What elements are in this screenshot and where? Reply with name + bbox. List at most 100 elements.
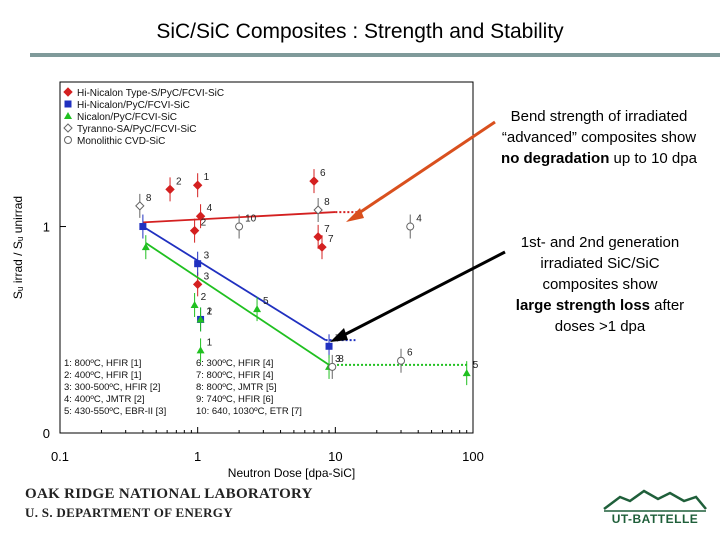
point-label: 2 bbox=[207, 306, 213, 317]
annotation-top-line1: Bend strength of irradiated bbox=[510, 108, 688, 125]
arrow-bottom-head bbox=[330, 328, 348, 342]
condition-key-item: 4: 400ºC, JMTR [2] bbox=[64, 394, 145, 405]
condition-key-item: 6: 300ºC, HFIR [4] bbox=[196, 358, 273, 369]
data-point bbox=[194, 260, 202, 268]
arrow-top-head bbox=[346, 208, 364, 222]
data-point bbox=[313, 205, 323, 215]
point-label: 3 bbox=[335, 354, 341, 365]
condition-key-item: 9: 740ºC, HFIR [6] bbox=[196, 394, 273, 405]
trend-line bbox=[145, 242, 330, 366]
y-tick-label: 0 bbox=[43, 426, 50, 441]
legend-marker bbox=[64, 112, 72, 119]
annotation-top-line2: “advanced” composites show bbox=[501, 129, 697, 146]
point-label: 2 bbox=[201, 292, 207, 303]
annotation-bottom-line4: large strength loss after bbox=[490, 295, 710, 316]
point-label: 2 bbox=[201, 218, 207, 229]
data-point bbox=[165, 184, 175, 195]
condition-key-item: 7: 800ºC, HFIR [4] bbox=[196, 370, 273, 381]
point-label: 5 bbox=[473, 360, 479, 371]
point-label: 1 bbox=[207, 306, 213, 317]
point-label: 2 bbox=[176, 176, 182, 187]
data-point bbox=[325, 342, 333, 350]
data-point bbox=[253, 305, 262, 313]
point-label: 6 bbox=[407, 348, 413, 359]
point-label: 8 bbox=[324, 197, 330, 208]
point-label: 3 bbox=[204, 251, 210, 262]
ornl-footer: OAK RIDGE NATIONAL LABORATORY U. S. DEPA… bbox=[25, 486, 313, 521]
annotation-top-line3: no degradation up to 10 dpa bbox=[478, 148, 720, 169]
legend-label: Hi-Nicalon/PyC/FCVI-SiC bbox=[77, 100, 190, 111]
x-tick-label: 0.1 bbox=[51, 449, 69, 464]
legend-label: Hi-Nicalon Type-S/PyC/FCVI-SiC bbox=[77, 88, 224, 99]
slide-title: SiC/SiC Composites : Strength and Stabil… bbox=[156, 20, 564, 43]
point-label: 4 bbox=[207, 203, 213, 214]
point-label: 10 bbox=[245, 214, 257, 225]
data-point bbox=[328, 362, 337, 371]
data-point bbox=[235, 222, 244, 231]
data-point bbox=[195, 211, 206, 221]
x-tick-label: 100 bbox=[462, 449, 484, 464]
point-label: 6 bbox=[320, 168, 326, 179]
point-label: 1 bbox=[207, 337, 213, 348]
plot-frame bbox=[59, 81, 474, 434]
arrow-top-shaft bbox=[355, 120, 496, 217]
strength-chart: 0.1 1 10 100 0 1 Neutron Dose [dpa-SiC] Sᵤ irra… bbox=[11, 81, 506, 480]
mountain-icon bbox=[603, 489, 707, 512]
point-label: 1 bbox=[204, 172, 210, 183]
point-label: 7 bbox=[328, 234, 334, 245]
point-label: 8 bbox=[338, 354, 344, 365]
data-point bbox=[462, 369, 471, 377]
legend-label: Nicalon/PyC/FCVI-SiC bbox=[77, 112, 177, 123]
data-point bbox=[196, 315, 205, 323]
legend-marker bbox=[63, 87, 73, 97]
legend-label: Monolithic CVD-SiC bbox=[77, 136, 165, 147]
y-axis-label: Sᵤ irrad / Sᵤ unirrad bbox=[11, 196, 25, 299]
annotation-bottom-line1: 1st- and 2nd generation bbox=[520, 234, 680, 251]
doe-name: U. S. DEPARTMENT OF ENERGY bbox=[25, 505, 233, 520]
point-label: 8 bbox=[146, 193, 152, 204]
x-tick-label: 10 bbox=[328, 449, 342, 464]
data-point bbox=[309, 176, 319, 186]
legend-label: Tyranno-SA/PyC/FCVI-SiC bbox=[77, 124, 196, 135]
data-point bbox=[317, 242, 327, 252]
data-point bbox=[406, 222, 415, 231]
trend-line bbox=[142, 225, 327, 341]
condition-key-item: 1: 800ºC, HFIR [1] bbox=[64, 358, 141, 369]
annotation-bottom-line3: composites show bbox=[542, 276, 658, 293]
arrow-bottom-shaft bbox=[341, 250, 506, 338]
data-point bbox=[135, 201, 145, 211]
legend-marker bbox=[64, 136, 72, 144]
point-label: 7 bbox=[324, 224, 330, 235]
condition-key-item: 2: 400ºC, HFIR [1] bbox=[64, 370, 141, 381]
x-tick-label: 1 bbox=[194, 449, 201, 464]
annotation-bottom-line2: irradiated SiC/SiC bbox=[540, 255, 660, 272]
annotation-top-rest: up to 10 dpa bbox=[609, 150, 697, 167]
annotation-top-bold: no degradation bbox=[501, 150, 610, 167]
condition-key-item: 3: 300-500ºC, HFIR [2] bbox=[64, 382, 160, 393]
y-tick-label: 1 bbox=[43, 220, 50, 235]
data-point bbox=[313, 232, 323, 242]
data-point bbox=[397, 356, 406, 365]
annotation-bottom-bold: large strength loss bbox=[515, 297, 650, 314]
data-point bbox=[192, 180, 203, 190]
ut-battelle-logo: UT-BATTELLE bbox=[600, 485, 710, 529]
data-point bbox=[190, 300, 199, 308]
annotation-bottom: 1st- and 2nd generation irradiated SiC/S… bbox=[490, 232, 710, 337]
point-label: 4 bbox=[416, 214, 422, 225]
data-point bbox=[139, 223, 147, 231]
legend-marker bbox=[63, 123, 73, 133]
annotation-bottom-rest: after bbox=[650, 297, 685, 314]
condition-key-item: 5: 430-550ºC, EBR-II [3] bbox=[64, 406, 166, 417]
condition-key-item: 8: 800ºC, JMTR [5] bbox=[196, 382, 277, 393]
annotation-bottom-line5: doses >1 dpa bbox=[554, 318, 646, 335]
point-label: 5 bbox=[263, 296, 269, 307]
x-axis-label: Neutron Dose [dpa-SiC] bbox=[228, 466, 355, 480]
point-label: 3 bbox=[204, 271, 210, 282]
data-point bbox=[192, 279, 203, 290]
title-divider bbox=[30, 53, 720, 57]
data-point bbox=[189, 225, 200, 236]
ornl-name: OAK RIDGE NATIONAL LABORATORY bbox=[25, 486, 313, 502]
data-point bbox=[196, 346, 205, 354]
annotation-top: Bend strength of irradiated “advanced” c… bbox=[478, 106, 720, 169]
legend-marker bbox=[64, 100, 72, 108]
